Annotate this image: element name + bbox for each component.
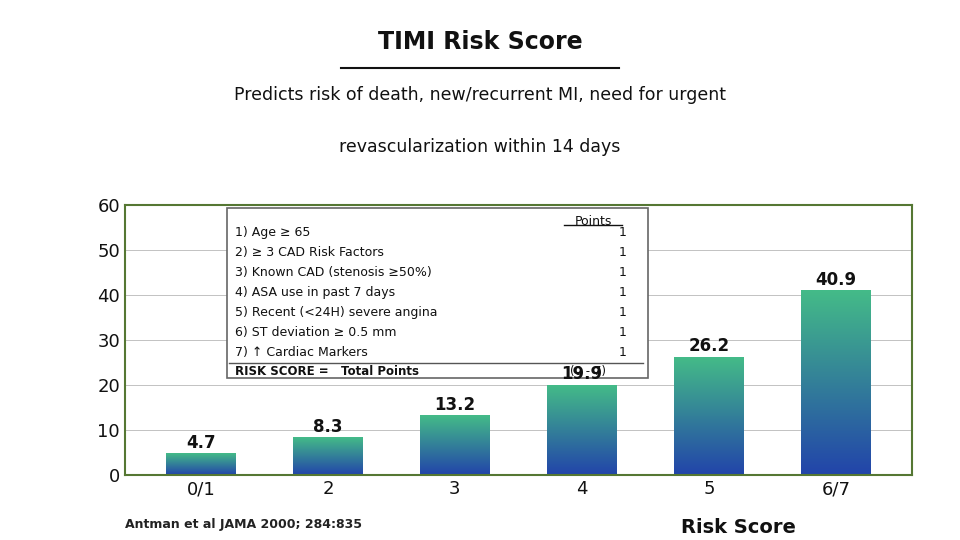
- Text: 4.7: 4.7: [186, 434, 216, 452]
- Text: 1: 1: [619, 286, 627, 299]
- Text: 7) ↑ Cardiac Markers: 7) ↑ Cardiac Markers: [235, 346, 368, 359]
- Text: 1: 1: [619, 346, 627, 359]
- Text: 1: 1: [619, 246, 627, 259]
- Text: 1: 1: [619, 306, 627, 319]
- Text: 13.2: 13.2: [434, 395, 475, 414]
- Text: 8.3: 8.3: [313, 417, 343, 436]
- FancyBboxPatch shape: [228, 208, 648, 378]
- Text: 6) ST deviation ≥ 0.5 mm: 6) ST deviation ≥ 0.5 mm: [235, 326, 396, 339]
- Text: 2) ≥ 3 CAD Risk Factors: 2) ≥ 3 CAD Risk Factors: [235, 246, 384, 259]
- Text: 1) Age ≥ 65: 1) Age ≥ 65: [235, 226, 310, 239]
- Text: Predicts risk of death, new/recurrent MI, need for urgent: Predicts risk of death, new/recurrent MI…: [234, 86, 726, 104]
- Text: revascularization within 14 days: revascularization within 14 days: [339, 138, 621, 156]
- Text: 5) Recent (<24H) severe angina: 5) Recent (<24H) severe angina: [235, 306, 438, 319]
- Text: 1: 1: [619, 266, 627, 279]
- Text: 26.2: 26.2: [688, 337, 730, 355]
- Text: RISK SCORE =   Total Points: RISK SCORE = Total Points: [235, 366, 419, 379]
- Text: TIMI Risk Score: TIMI Risk Score: [377, 30, 583, 54]
- Text: 4) ASA use in past 7 days: 4) ASA use in past 7 days: [235, 286, 396, 299]
- Text: (0 - 7): (0 - 7): [569, 366, 606, 379]
- Text: 1: 1: [619, 226, 627, 239]
- Text: Risk Score: Risk Score: [682, 518, 796, 537]
- Text: 40.9: 40.9: [815, 271, 856, 289]
- Text: Antman et al JAMA 2000; 284:835: Antman et al JAMA 2000; 284:835: [125, 518, 362, 531]
- Text: 19.9: 19.9: [562, 366, 603, 383]
- Text: 3) Known CAD (stenosis ≥50%): 3) Known CAD (stenosis ≥50%): [235, 266, 432, 279]
- Text: 1: 1: [619, 326, 627, 339]
- Text: Points: Points: [574, 214, 612, 228]
